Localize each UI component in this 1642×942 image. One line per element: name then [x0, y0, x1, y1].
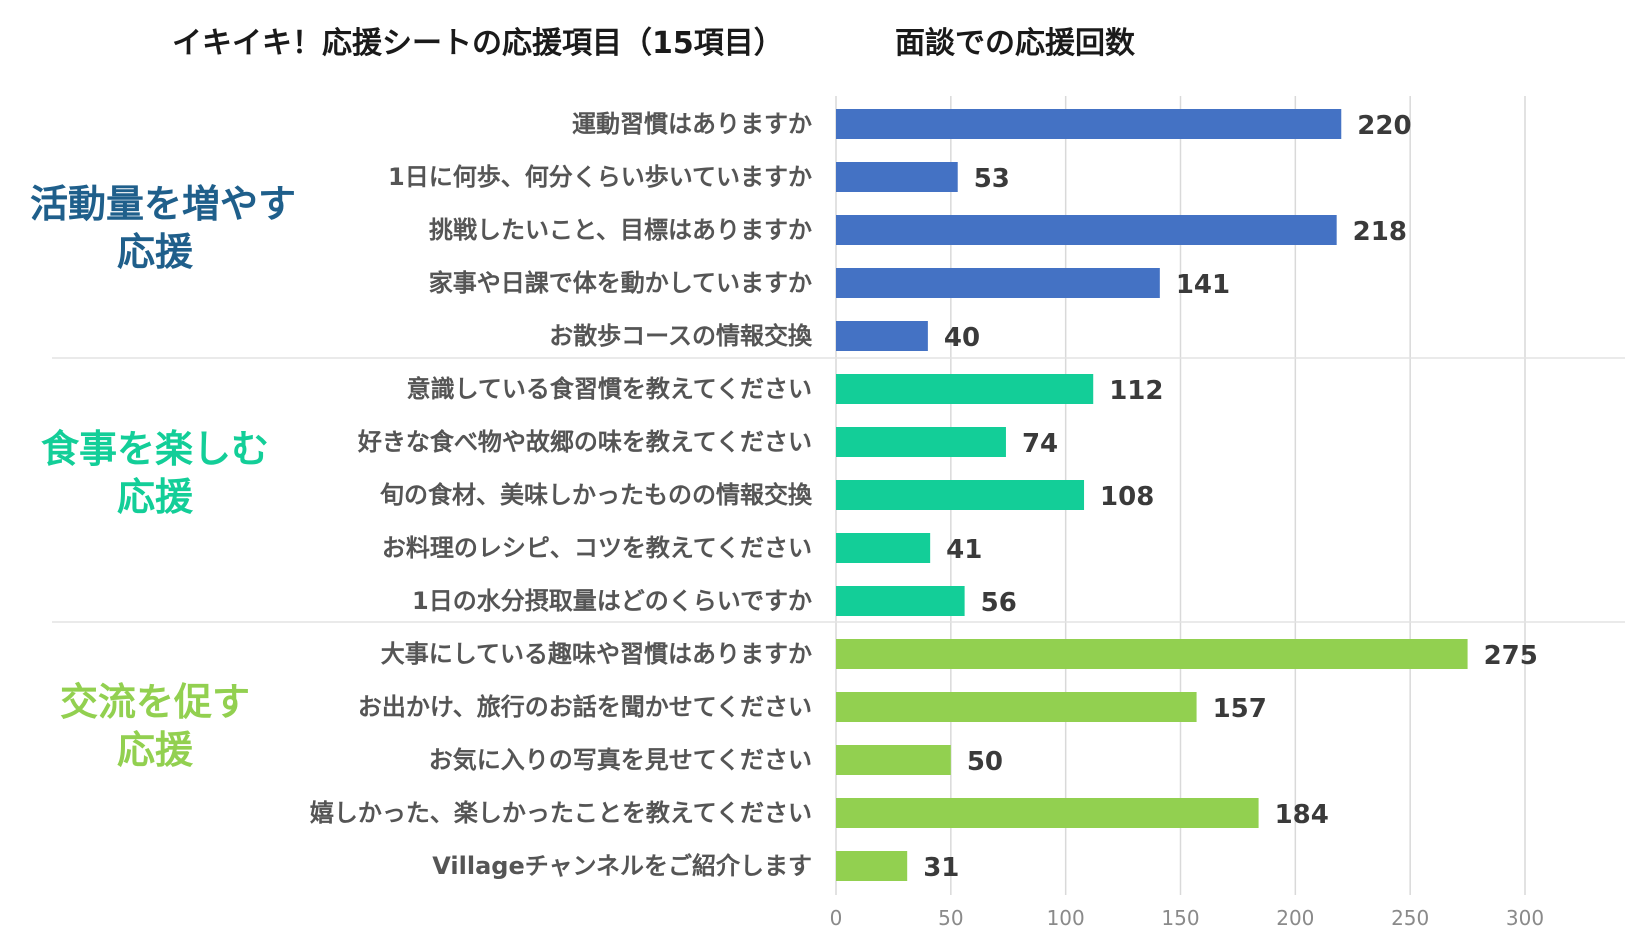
category-label: 1日に何歩、何分くらい歩いていますか	[388, 163, 812, 191]
x-tick-label: 100	[1047, 906, 1085, 930]
bar	[836, 215, 1337, 245]
bar	[836, 480, 1085, 510]
category-label: 旬の食材、美味しかったものの情報交換	[380, 481, 813, 509]
group-label-activity-line2: 応援	[116, 230, 193, 274]
bar	[836, 427, 1006, 457]
group-label-meal-line2: 応援	[116, 475, 193, 519]
bar	[836, 639, 1468, 669]
group-label-social-line2: 応援	[116, 728, 193, 772]
bar	[836, 268, 1160, 298]
bar	[836, 109, 1342, 139]
value-label: 74	[1022, 429, 1058, 459]
category-label: 運動習慣はありますか	[572, 110, 812, 138]
category-label: お出かけ、旅行のお話を聞かせてください	[358, 693, 812, 721]
bar	[836, 374, 1094, 404]
value-label: 112	[1109, 376, 1163, 406]
category-label: 1日の水分摂取量はどのくらいですか	[412, 587, 812, 615]
value-label: 218	[1353, 217, 1407, 247]
value-label: 40	[944, 323, 980, 353]
x-tick-label: 0	[830, 906, 843, 930]
x-tick-label: 300	[1506, 906, 1544, 930]
group-label-meal: 食事を楽しむ 応援	[30, 425, 280, 521]
bar	[836, 533, 931, 563]
bar	[836, 851, 908, 881]
category-label: お散歩コースの情報交換	[549, 322, 813, 350]
category-label: 好きな食べ物や故郷の味を教えてください	[357, 428, 812, 456]
category-label: 嬉しかった、楽しかったことを教えてください	[310, 799, 812, 827]
category-label: 挑戦したいこと、目標はありますか	[429, 216, 812, 244]
category-label: 家事や日課で体を動かしていますか	[429, 269, 812, 297]
group-label-meal-line1: 食事を楽しむ	[40, 427, 269, 471]
value-label: 41	[946, 535, 982, 565]
bar	[836, 162, 958, 192]
bar	[836, 692, 1197, 722]
chart-title: 面談での応援回数	[895, 26, 1135, 61]
group-label-social: 交流を促す 応援	[30, 678, 280, 774]
left-title: イキイキ！応援シートの応援項目（15項目）	[172, 26, 784, 61]
x-tick-label: 50	[938, 906, 963, 930]
value-label: 108	[1100, 482, 1154, 512]
category-label: Villageチャンネルをご紹介します	[432, 852, 812, 880]
x-tick-label: 150	[1161, 906, 1199, 930]
value-label: 220	[1357, 111, 1411, 141]
bar	[836, 745, 951, 775]
category-label: お気に入りの写真を見せてください	[429, 746, 812, 774]
x-tick-label: 250	[1391, 906, 1429, 930]
value-label: 31	[923, 853, 959, 883]
category-label: 大事にしている趣味や習慣はありますか	[381, 640, 812, 668]
bar	[836, 798, 1259, 828]
value-label: 141	[1176, 270, 1230, 300]
bar	[836, 586, 965, 616]
group-label-social-line1: 交流を促す	[59, 680, 250, 724]
group-label-activity: 活動量を増やす 応援	[30, 180, 297, 276]
value-label: 56	[981, 588, 1017, 618]
value-label: 184	[1275, 800, 1329, 830]
value-label: 53	[974, 164, 1010, 194]
value-label: 50	[967, 747, 1003, 777]
group-label-activity-line1: 活動量を増やす	[30, 182, 297, 226]
category-label: お料理のレシピ、コツを教えてください	[382, 534, 812, 562]
category-label: 意識している食習慣を教えてください	[407, 375, 812, 403]
x-tick-label: 200	[1276, 906, 1314, 930]
value-label: 157	[1213, 694, 1267, 724]
value-label: 275	[1484, 641, 1538, 671]
bar	[836, 321, 928, 351]
